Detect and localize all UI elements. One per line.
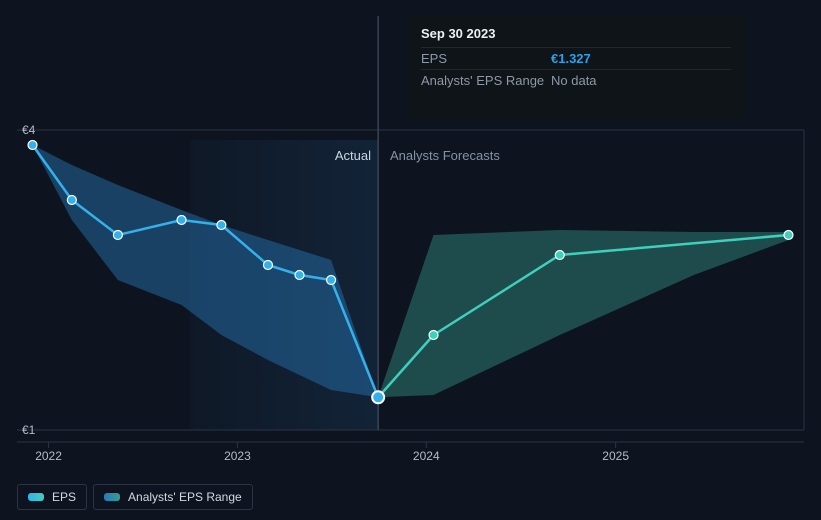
legend-item[interactable]: EPS	[17, 484, 87, 510]
legend-label: Analysts' EPS Range	[128, 490, 242, 504]
eps-marker[interactable]	[295, 271, 304, 280]
legend-swatch	[104, 493, 120, 501]
eps-marker[interactable]	[217, 221, 226, 230]
eps-marker[interactable]	[555, 251, 564, 260]
eps-marker[interactable]	[67, 196, 76, 205]
eps-marker[interactable]	[429, 331, 438, 340]
eps-marker[interactable]	[784, 231, 793, 240]
x-tick-label: 2023	[224, 449, 251, 463]
eps-chart[interactable]	[0, 0, 821, 520]
eps-marker[interactable]	[372, 391, 384, 403]
eps-marker[interactable]	[327, 276, 336, 285]
legend-label: EPS	[52, 490, 76, 504]
legend: EPS Analysts' EPS Range	[17, 484, 253, 510]
y-tick-label: €4	[22, 123, 35, 137]
eps-marker[interactable]	[113, 231, 122, 240]
x-tick-label: 2024	[413, 449, 440, 463]
legend-swatch	[28, 493, 44, 501]
eps-marker[interactable]	[28, 141, 37, 150]
eps-marker[interactable]	[263, 261, 272, 270]
x-tick-label: 2025	[602, 449, 629, 463]
legend-item[interactable]: Analysts' EPS Range	[93, 484, 253, 510]
x-tick-label: 2022	[35, 449, 62, 463]
range-area-forecast	[378, 230, 788, 397]
y-tick-label: €1	[22, 423, 35, 437]
eps-marker[interactable]	[177, 216, 186, 225]
